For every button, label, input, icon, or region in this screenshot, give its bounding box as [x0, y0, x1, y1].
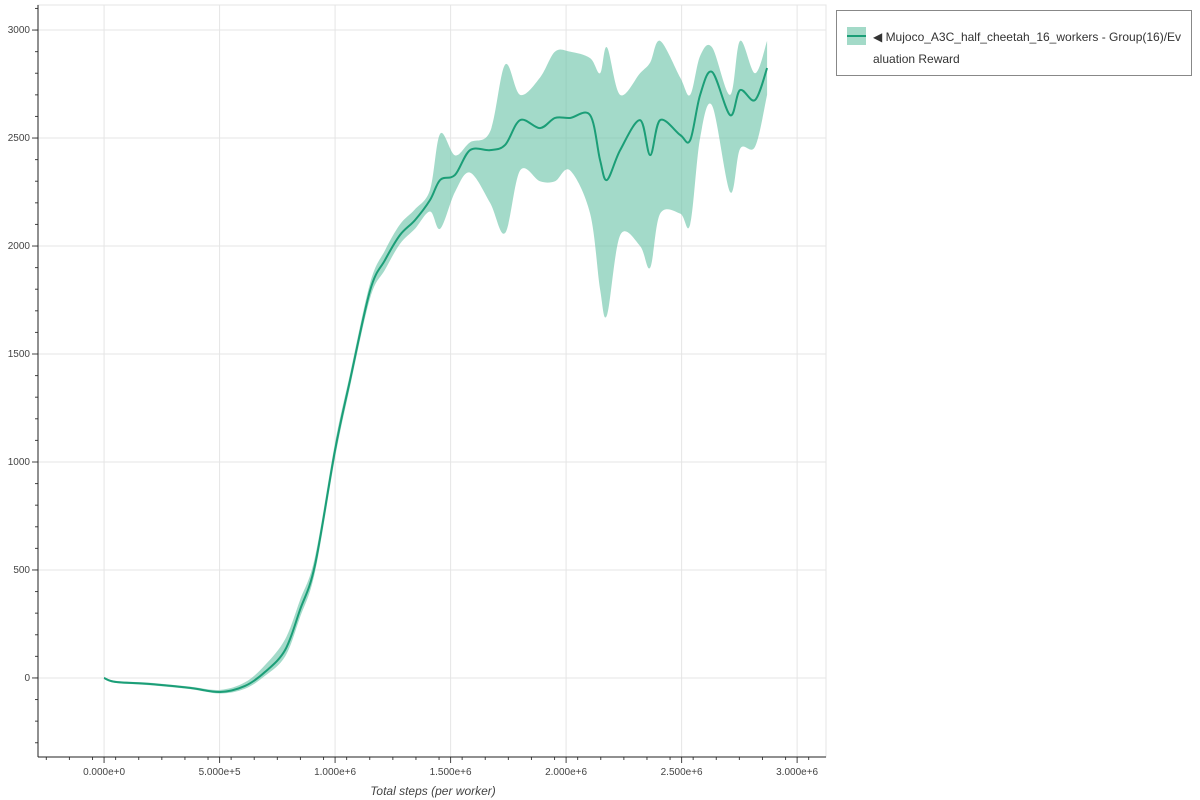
x-tick-label: 2.500e+6	[661, 767, 703, 778]
legend-label: ◀ Mujoco_A3C_half_cheetah_16_workers - G…	[873, 30, 1182, 66]
x-tick-label: 3.000e+6	[776, 767, 818, 778]
grid	[37, 4, 827, 758]
x-tick-label: 1.000e+6	[314, 767, 356, 778]
mean-reward-line	[103, 67, 769, 693]
y-tick-label: 1500	[8, 349, 31, 360]
x-tick-label: 1.500e+6	[430, 767, 472, 778]
x-tick-label: 5.000e+5	[199, 767, 241, 778]
y-tick-label: 2000	[8, 241, 31, 252]
x-tick-label: 0.000e+0	[83, 767, 125, 778]
x-tick-label: 2.000e+6	[545, 767, 587, 778]
legend-swatch-icon	[847, 27, 866, 45]
band-layer	[104, 40, 768, 694]
legend[interactable]: ◀ Mujoco_A3C_half_cheetah_16_workers - G…	[836, 10, 1192, 76]
y-tick-label: 500	[13, 565, 30, 576]
y-tick-label: 0	[24, 673, 30, 684]
plot-frame	[37, 4, 827, 758]
y-tick-label: 3000	[8, 25, 31, 36]
y-tick-label: 1000	[8, 457, 31, 468]
axes: 0.000e+0 5.000e+5 1.000e+6 1.500e+6 2.000e+6…	[8, 5, 826, 778]
line-layer	[103, 67, 769, 693]
y-tick-label: 2500	[8, 133, 31, 144]
x-axis-label: Total steps (per worker)	[370, 784, 496, 798]
confidence-band	[104, 40, 768, 694]
